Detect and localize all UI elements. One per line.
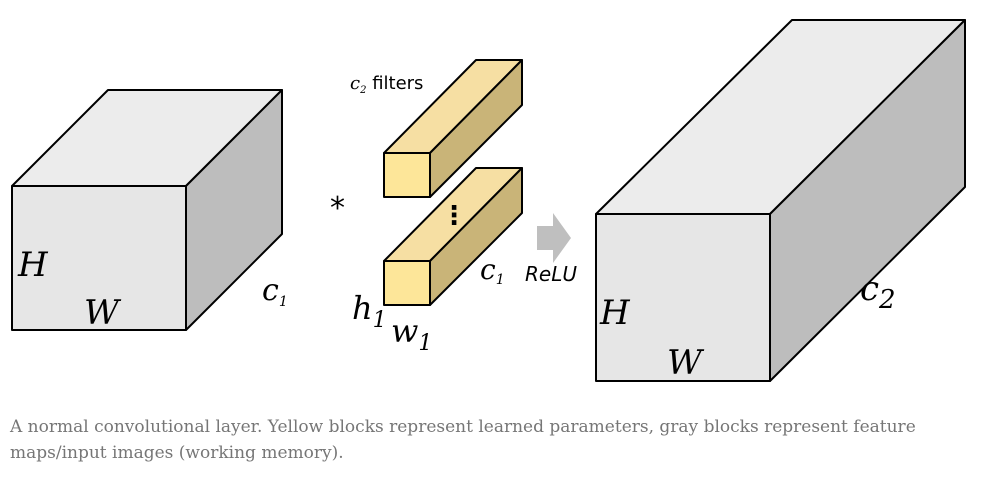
filter-depth-label: c1 <box>480 253 505 288</box>
input-width-label: W <box>84 293 122 333</box>
figure-caption: A normal convolutional layer. Yellow blo… <box>10 417 916 463</box>
filter1-front <box>383 152 431 198</box>
filter-width-label: w1 <box>391 312 432 356</box>
output-width-label: W <box>667 343 705 383</box>
output-feature-block <box>595 19 966 382</box>
filter-count-label: c2 filters <box>350 73 423 96</box>
filter2-front <box>383 260 431 306</box>
convolution-operator: * <box>330 191 345 226</box>
input-feature-block <box>11 89 283 331</box>
relu-arrow-icon <box>537 213 571 263</box>
output-height-label: H <box>599 293 631 333</box>
conv-layer-diagram: H W c1 * c2 filters ⋮ c1 h1 w1 ReLU H W … <box>11 19 966 383</box>
input-height-label: H <box>17 245 49 285</box>
filter-block-top <box>383 59 523 198</box>
filter-block-bottom <box>383 167 523 306</box>
output-depth-label: c2 <box>860 269 896 315</box>
input-depth-label: c1 <box>262 273 288 310</box>
filter-height-label: h1 <box>352 289 387 333</box>
input-block-front <box>11 185 187 331</box>
output-block-front <box>595 213 771 382</box>
filter-ellipsis: ⋮ <box>441 201 467 231</box>
relu-label: ReLU <box>525 262 577 286</box>
